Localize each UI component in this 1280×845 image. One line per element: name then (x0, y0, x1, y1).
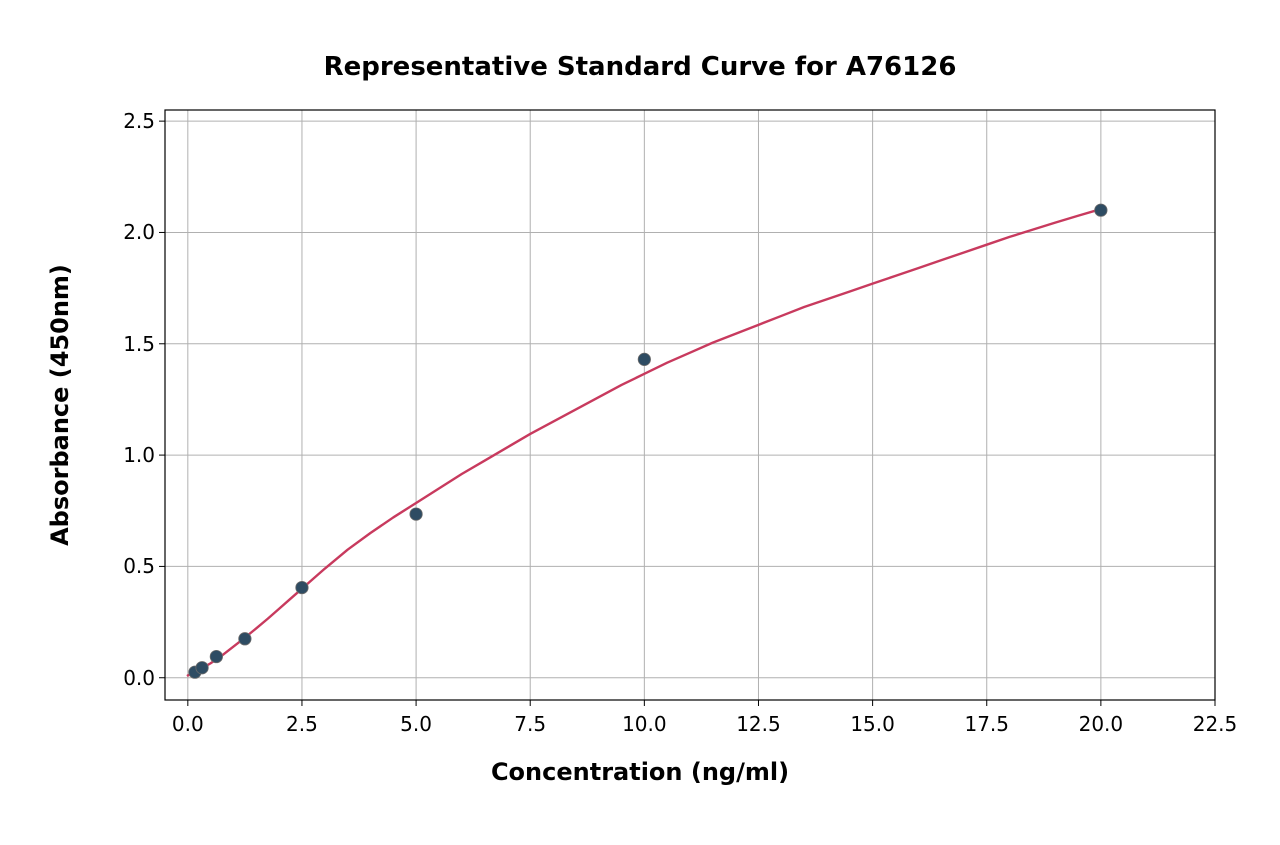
data-point (196, 662, 208, 674)
x-tick-label: 0.0 (148, 712, 228, 736)
y-tick-label: 2.0 (95, 220, 155, 244)
y-tick-label: 0.5 (95, 554, 155, 578)
plot-svg (165, 110, 1215, 700)
data-point (210, 650, 222, 662)
x-tick-label: 20.0 (1061, 712, 1141, 736)
x-axis-label: Concentration (ng/ml) (0, 758, 1280, 786)
data-point (296, 581, 308, 593)
chart-title: Representative Standard Curve for A76126 (0, 52, 1280, 82)
x-tick-label: 10.0 (604, 712, 684, 736)
x-tick-label: 5.0 (376, 712, 456, 736)
data-point (1095, 204, 1107, 216)
data-point (239, 633, 251, 645)
x-tick-label: 22.5 (1175, 712, 1255, 736)
y-tick-label: 0.0 (95, 666, 155, 690)
x-tick-label: 15.0 (833, 712, 913, 736)
x-tick-label: 17.5 (947, 712, 1027, 736)
plot-area (165, 110, 1215, 700)
data-point (410, 508, 422, 520)
y-axis-label: Absorbance (450nm) (46, 110, 74, 700)
data-point (638, 353, 650, 365)
y-tick-label: 2.5 (95, 109, 155, 133)
axes-border (165, 110, 1215, 700)
x-tick-label: 12.5 (718, 712, 798, 736)
x-tick-label: 7.5 (490, 712, 570, 736)
x-tick-label: 2.5 (262, 712, 342, 736)
y-tick-label: 1.5 (95, 332, 155, 356)
y-tick-label: 1.0 (95, 443, 155, 467)
chart-container: Representative Standard Curve for A76126… (0, 0, 1280, 845)
